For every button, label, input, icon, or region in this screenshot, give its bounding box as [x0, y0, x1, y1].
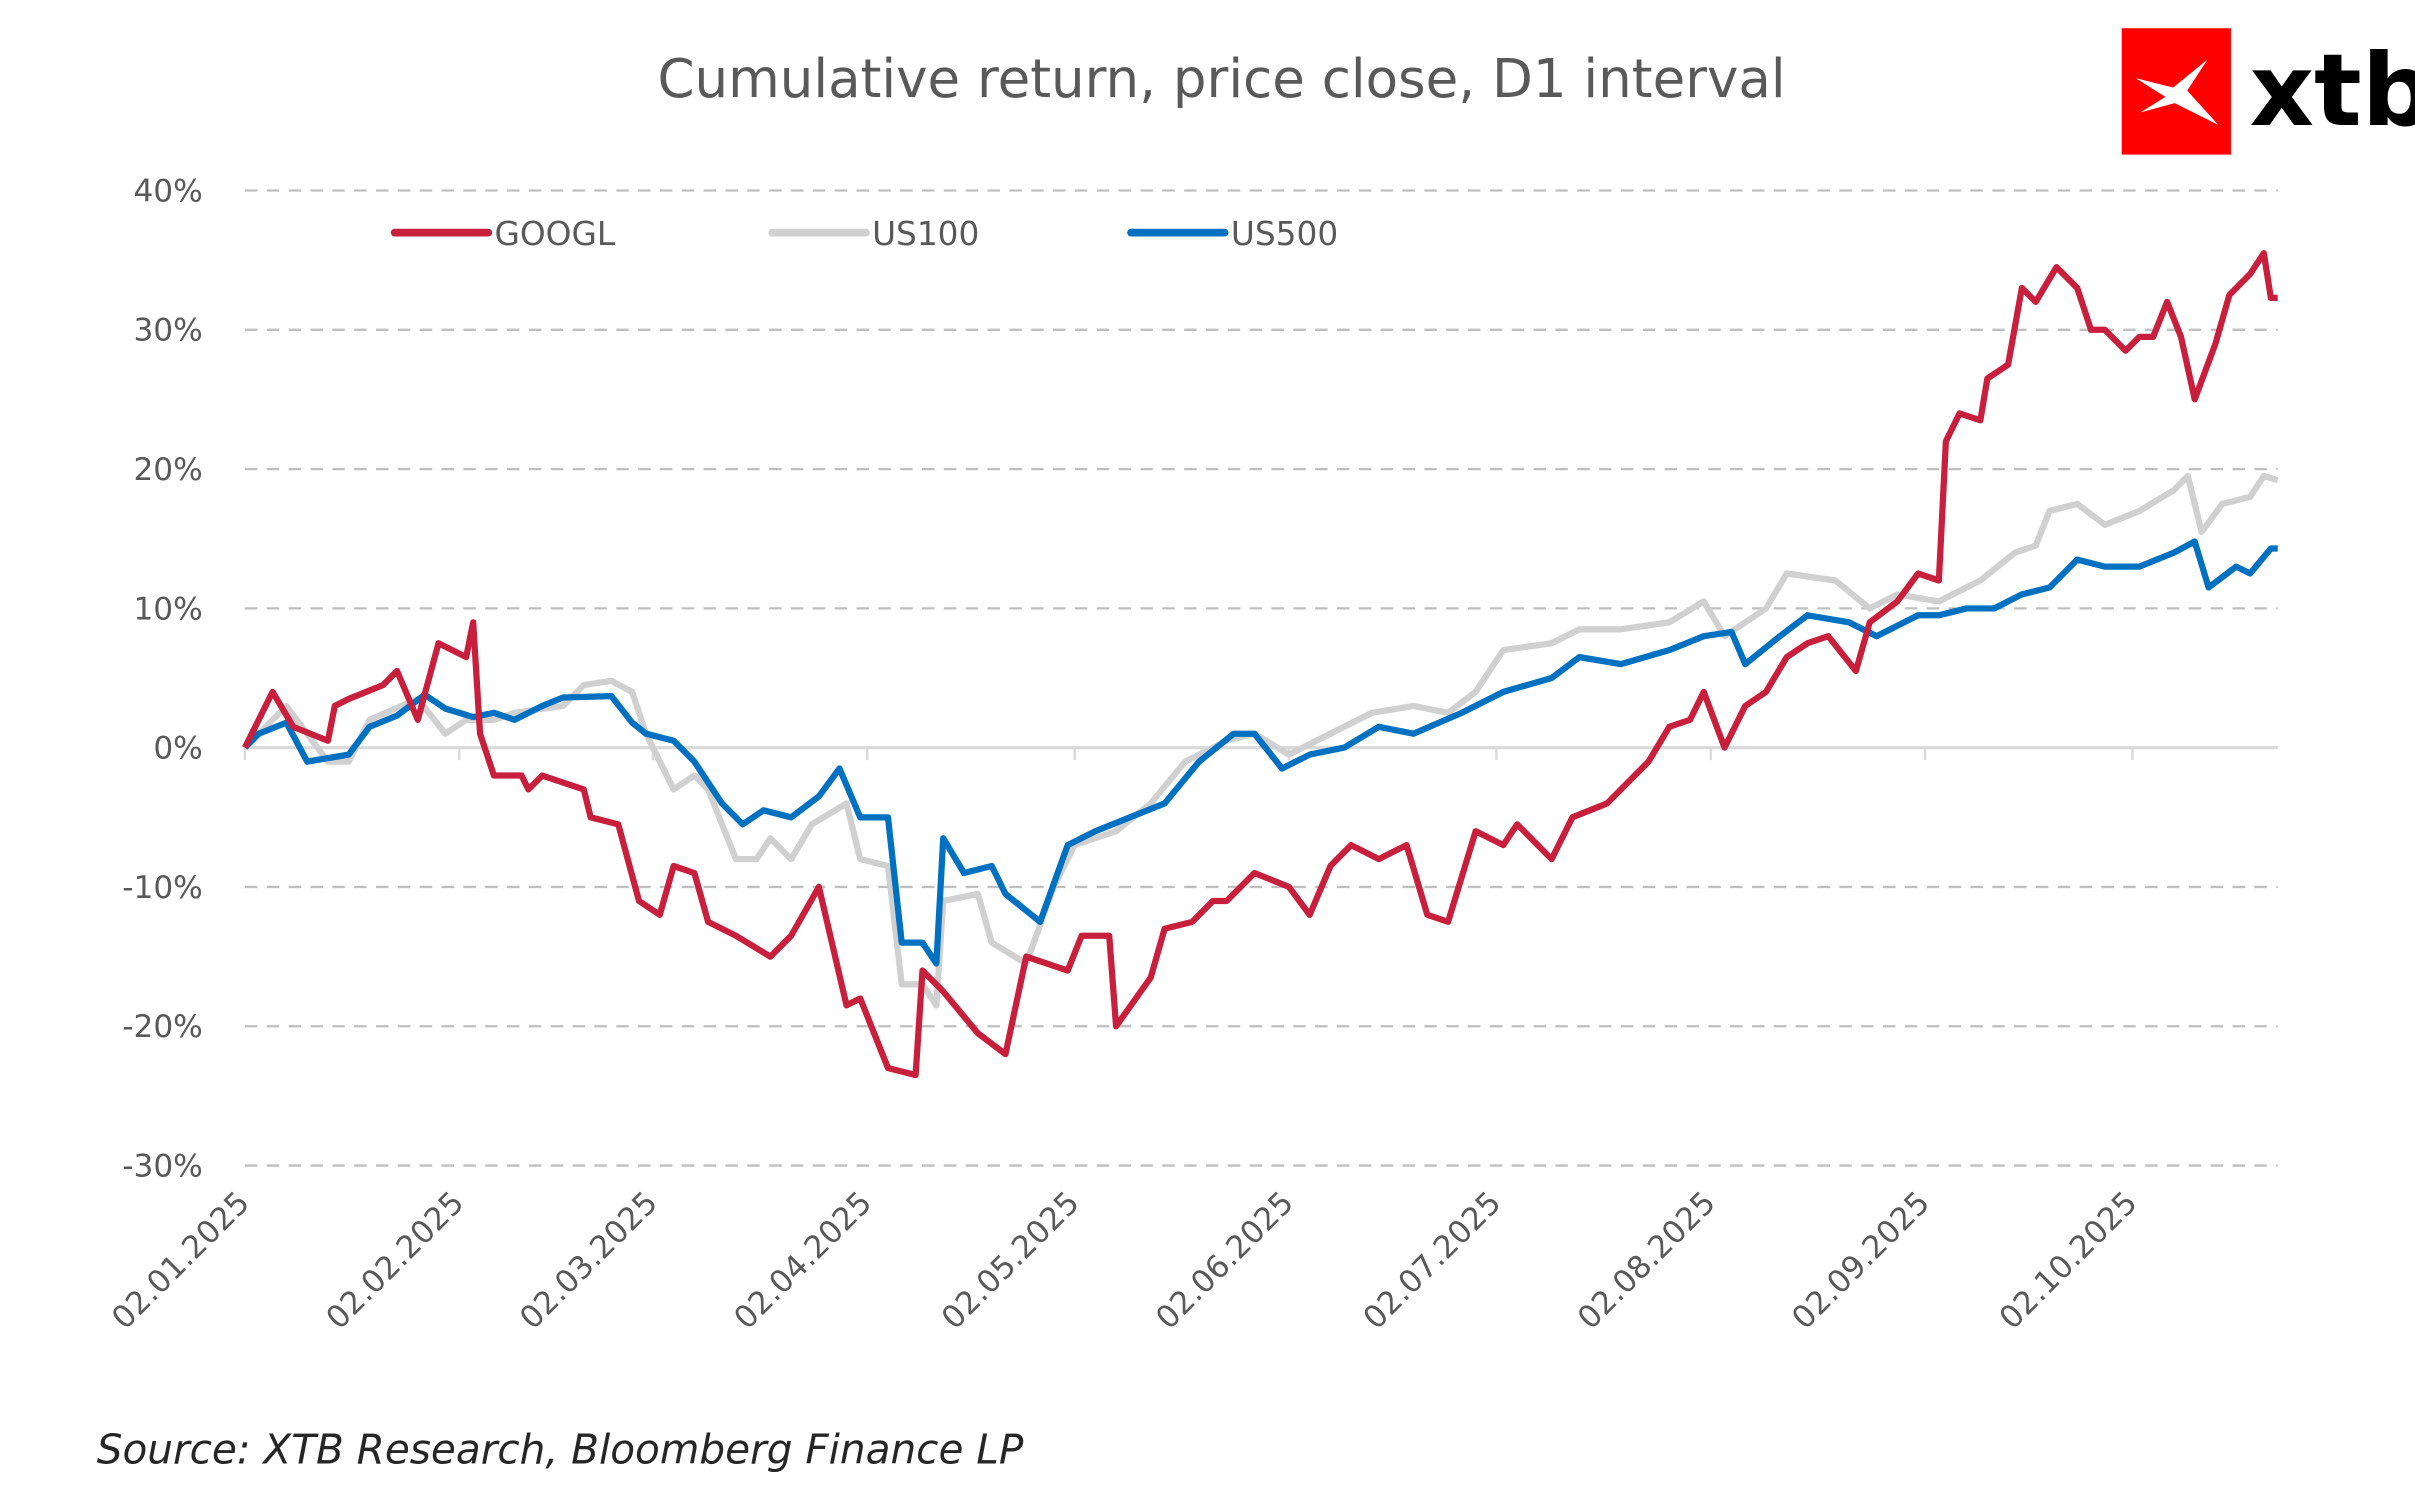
source-note: Source: XTB Research, Bloomberg Finance …	[97, 1426, 1024, 1474]
y-axis: 40% 30% 20% 10% 0% -10% -20% -30%	[122, 173, 203, 1184]
x-tick-label: 02.02.2025	[319, 1185, 471, 1337]
y-tick-label: 40%	[133, 173, 202, 209]
logo-x-mark	[2135, 59, 2219, 125]
logo-text: xtb	[2250, 32, 2415, 149]
y-tick-label: 10%	[133, 591, 202, 627]
x-tick-label: 02.01.2025	[105, 1185, 257, 1337]
legend-label: US500	[1231, 215, 1338, 253]
x-tick-label: 02.07.2025	[1357, 1185, 1509, 1337]
y-tick-label: 30%	[133, 313, 202, 349]
chart-title: Cumulative return, price close, D1 inter…	[657, 48, 1785, 110]
y-tick-label: -20%	[122, 1009, 203, 1045]
x-tick-label: 02.06.2025	[1149, 1185, 1301, 1337]
legend-label: GOOGL	[495, 215, 616, 253]
x-tick-label: 02.03.2025	[513, 1185, 665, 1337]
series-lines	[242, 250, 2279, 1079]
series-line-googl	[242, 250, 2278, 1079]
series-line-us500	[242, 538, 2278, 967]
series-line-us100	[242, 472, 2279, 1009]
x-tick-label: 02.05.2025	[935, 1185, 1087, 1337]
x-tick-label: 02.04.2025	[727, 1185, 879, 1337]
y-tick-label: 0%	[153, 731, 202, 767]
y-tick-label: 20%	[133, 452, 202, 488]
legend-item-googl: GOOGL	[390, 215, 616, 253]
gridlines	[244, 189, 2278, 1167]
x-tick-label: 02.09.2025	[1785, 1185, 1937, 1337]
y-tick-label: -30%	[122, 1148, 203, 1184]
legend-item-us500: US500	[1127, 215, 1338, 253]
x-axis: 02.01.2025 02.02.2025 02.03.2025 02.04.2025…	[105, 747, 2145, 1337]
legend-item-us100: US100	[768, 215, 979, 253]
y-tick-label: -10%	[122, 870, 203, 906]
legend: GOOGL US100 US500	[390, 215, 1338, 253]
x-tick-label: 02.08.2025	[1571, 1185, 1723, 1337]
x-tick-label: 02.10.2025	[1993, 1185, 2145, 1337]
legend-label: US100	[872, 215, 979, 253]
xtb-logo: xtb	[2121, 28, 2415, 155]
